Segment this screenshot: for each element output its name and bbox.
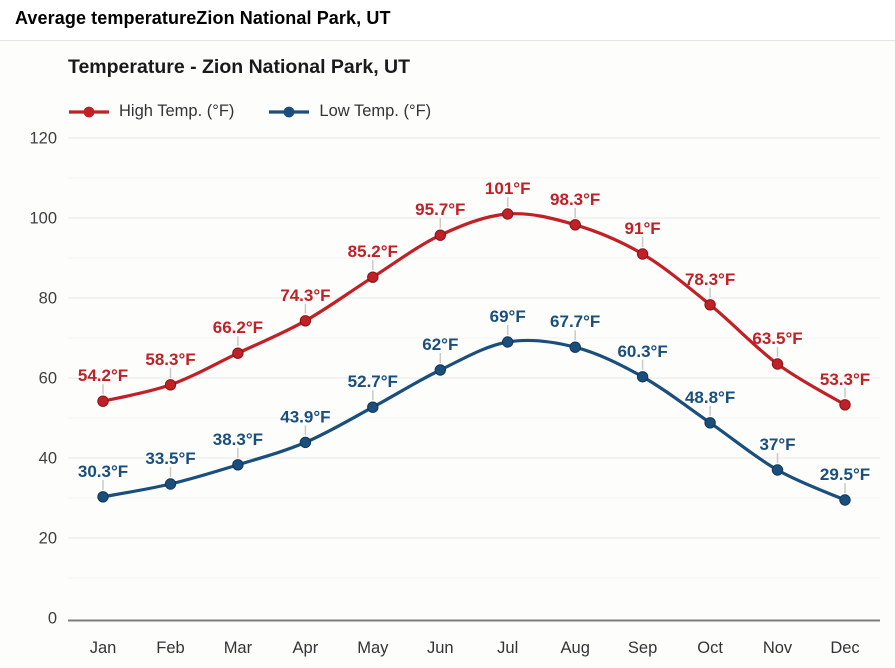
y-axis-tick-label: 20 [39,530,57,548]
high-temp-point-label: 101°F [485,179,531,198]
low-temp-point-marker[interactable] [97,491,109,503]
chart-panel [0,41,895,668]
x-axis-tick-label: Aug [561,639,590,657]
high-temp-point-marker[interactable] [232,347,244,359]
low-temp-point-label: 48.8°F [685,388,735,407]
x-axis-tick-label: Oct [697,639,723,657]
low-temp-point-marker[interactable] [232,459,244,471]
y-axis-tick-label: 40 [39,450,57,468]
high-temp-point-label: 78.3°F [685,270,735,289]
high-series-line-marker-icon [69,106,109,117]
low-temp-point-label: 37°F [759,435,795,454]
low-temp-point-label: 62°F [422,335,458,354]
high-temp-point-marker[interactable] [299,315,312,327]
x-axis-tick-label: Sep [628,639,657,657]
x-axis-tick-label: Feb [156,639,184,657]
low-temp-point-marker[interactable] [299,436,312,449]
legend-item-low-temp[interactable]: Low Temp. (°F) [268,102,431,121]
high-temp-point-marker[interactable] [434,229,446,241]
low-series-line-marker-icon [269,106,310,117]
x-axis-tick-label: Jul [497,639,518,657]
high-temp-point-label: 91°F [625,219,661,238]
high-temp-point-marker[interactable] [771,358,784,370]
high-temp-point-marker[interactable] [164,379,177,391]
low-temp-point-marker[interactable] [771,464,784,476]
low-temp-point-label: 60.3°F [617,342,667,361]
page-title: Average temperatureZion National Park, U… [15,8,391,28]
high-temp-point-marker[interactable] [367,271,379,283]
low-temp-point-marker[interactable] [839,494,851,506]
chart-legend: High Temp. (°F) Low Temp. (°F) [68,102,431,121]
x-axis-tick-label: Nov [763,639,793,657]
low-temp-point-label: 30.3°F [78,462,128,481]
high-temp-point-label: 98.3°F [550,190,600,209]
x-axis-tick-label: Mar [224,639,253,657]
high-temp-point-label: 58.3°F [145,350,195,369]
high-temp-point-marker[interactable] [502,208,514,220]
x-axis-tick-label: May [357,639,389,657]
low-temp-point-marker[interactable] [502,336,514,348]
high-temp-point-marker[interactable] [97,395,109,407]
low-temp-point-label: 67.7°F [550,312,600,331]
low-temp-point-label: 69°F [490,307,526,326]
high-temp-series-line [101,212,847,407]
header-divider [0,40,895,41]
high-temp-point-label: 54.2°F [78,366,128,385]
x-axis-tick-label: Jan [90,639,117,657]
x-axis-tick-label: Jun [427,639,454,657]
y-axis-tick-label: 100 [29,210,57,228]
low-temp-point-marker[interactable] [704,417,716,429]
low-temp-point-label: 33.5°F [145,449,195,468]
high-temp-point-label: 74.3°F [280,286,330,305]
high-temp-point-marker[interactable] [839,399,851,411]
high-temp-point-marker[interactable] [704,299,716,311]
y-axis-tick-label: 0 [48,610,57,628]
low-temp-point-marker[interactable] [636,371,649,383]
low-temp-point-label: 52.7°F [348,372,398,391]
high-temp-point-label: 66.2°F [213,318,263,337]
legend-label-high-temp: High Temp. (°F) [119,102,235,120]
y-axis-tick-label: 80 [39,290,57,308]
legend-label-low-temp: Low Temp. (°F) [319,102,432,120]
high-temp-point-marker[interactable] [569,219,581,231]
low-temp-point-label: 38.3°F [213,430,263,449]
high-temp-point-label: 63.5°F [752,329,802,348]
low-temp-point-marker[interactable] [367,401,379,413]
low-temp-point-label: 43.9°F [280,407,330,426]
high-temp-point-label: 85.2°F [348,242,398,261]
high-temp-point-label: 53.3°F [820,370,870,389]
x-axis-tick-label: Dec [830,639,859,657]
y-axis-tick-label: 60 [39,370,57,388]
x-axis-tick-label: Apr [293,639,319,657]
high-temp-point-label: 95.7°F [415,200,465,219]
low-temp-point-marker[interactable] [569,341,581,353]
high-temp-point-marker[interactable] [636,248,649,260]
legend-item-high-temp[interactable]: High Temp. (°F) [68,102,234,121]
low-temp-point-marker[interactable] [434,364,446,376]
low-temp-point-marker[interactable] [164,478,177,490]
low-temp-point-label: 29.5°F [820,465,870,484]
chart-title: Temperature - Zion National Park, UT [68,56,411,78]
y-axis-tick-label: 120 [29,130,57,148]
